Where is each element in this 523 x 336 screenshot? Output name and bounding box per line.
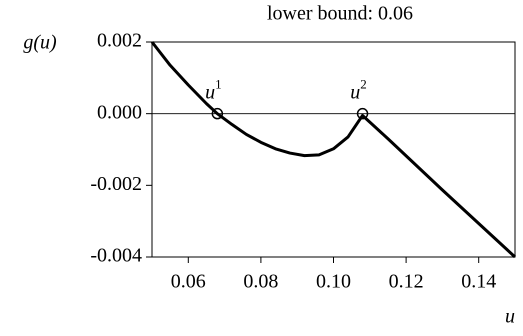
x-tick-label: 0.08 (243, 271, 278, 293)
point-label: u2 (350, 77, 367, 104)
point-label-base: u (350, 81, 360, 103)
point-label-sup: 2 (360, 77, 367, 92)
x-tick-label: 0.12 (389, 271, 424, 293)
y-axis-label: g(u) (23, 32, 57, 54)
y-tick-label: 0.000 (97, 101, 142, 123)
point-label-base: u (205, 81, 215, 103)
x-tick-label: 0.10 (316, 271, 351, 293)
y-tick-label: -0.004 (90, 245, 142, 267)
y-tick-label: 0.002 (97, 30, 142, 52)
x-tick-label: 0.14 (461, 271, 496, 293)
chart-title: lower bound: 0.06 (267, 3, 413, 25)
point-marker (211, 107, 224, 120)
y-tick-label: -0.002 (90, 173, 142, 195)
curve (150, 41, 517, 259)
point-label: u1 (205, 77, 222, 104)
x-axis-label: u (505, 306, 515, 328)
x-tick-label: 0.06 (171, 271, 206, 293)
point-label-sup: 1 (215, 77, 222, 92)
point-marker (356, 107, 369, 120)
